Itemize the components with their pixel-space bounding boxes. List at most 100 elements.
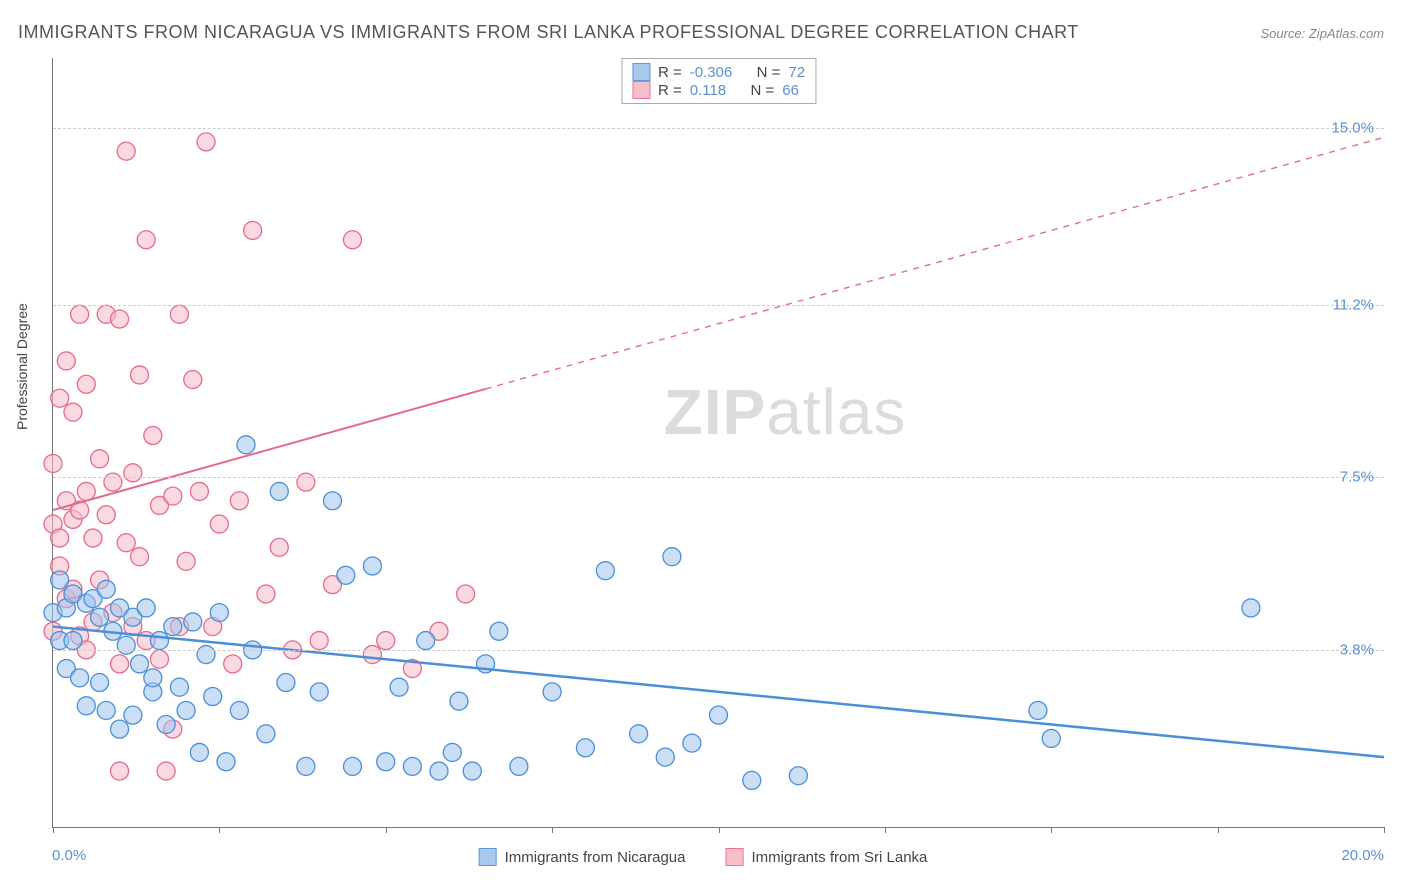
scatter-point-nicaragua — [277, 674, 295, 692]
source-attribution: Source: ZipAtlas.com — [1260, 26, 1384, 41]
x-axis-minor-tick — [219, 827, 220, 833]
scatter-point-nicaragua — [337, 566, 355, 584]
scatter-point-srilanka — [137, 231, 155, 249]
trend-line-dashed-srilanka — [486, 137, 1384, 389]
scatter-point-nicaragua — [310, 683, 328, 701]
scatter-point-srilanka — [111, 762, 129, 780]
scatter-point-srilanka — [190, 482, 208, 500]
scatter-point-nicaragua — [1042, 729, 1060, 747]
scatter-point-srilanka — [177, 552, 195, 570]
scatter-point-nicaragua — [270, 482, 288, 500]
scatter-point-srilanka — [144, 427, 162, 445]
scatter-point-srilanka — [97, 506, 115, 524]
scatter-point-srilanka — [64, 403, 82, 421]
scatter-point-nicaragua — [150, 632, 168, 650]
scatter-point-nicaragua — [463, 762, 481, 780]
scatter-point-nicaragua — [343, 757, 361, 775]
trend-line-nicaragua — [53, 627, 1384, 757]
scatter-point-srilanka — [224, 655, 242, 673]
y-axis-label: Professional Degree — [14, 303, 30, 430]
scatter-point-nicaragua — [510, 757, 528, 775]
chart-title: IMMIGRANTS FROM NICARAGUA VS IMMIGRANTS … — [18, 22, 1079, 43]
scatter-point-nicaragua — [324, 492, 342, 510]
scatter-point-srilanka — [51, 529, 69, 547]
scatter-point-nicaragua — [683, 734, 701, 752]
scatter-point-nicaragua — [204, 688, 222, 706]
x-axis-minor-tick — [719, 827, 720, 833]
scatter-point-srilanka — [297, 473, 315, 491]
scatter-point-nicaragua — [64, 632, 82, 650]
scatter-point-srilanka — [184, 371, 202, 389]
scatter-point-srilanka — [91, 450, 109, 468]
x-axis-minor-tick — [1384, 827, 1385, 833]
scatter-point-nicaragua — [131, 655, 149, 673]
scatter-point-srilanka — [170, 305, 188, 323]
scatter-point-nicaragua — [124, 706, 142, 724]
scatter-point-nicaragua — [170, 678, 188, 696]
scatter-point-nicaragua — [164, 618, 182, 636]
x-axis-minor-tick — [1051, 827, 1052, 833]
scatter-point-nicaragua — [576, 739, 594, 757]
scatter-point-nicaragua — [596, 562, 614, 580]
scatter-point-nicaragua — [403, 757, 421, 775]
legend-label-srilanka: Immigrants from Sri Lanka — [752, 849, 928, 866]
scatter-point-nicaragua — [297, 757, 315, 775]
scatter-point-srilanka — [84, 529, 102, 547]
scatter-point-srilanka — [230, 492, 248, 510]
scatter-point-nicaragua — [91, 674, 109, 692]
legend-label-nicaragua: Immigrants from Nicaragua — [505, 849, 686, 866]
scatter-point-nicaragua — [656, 748, 674, 766]
series-legend: Immigrants from Nicaragua Immigrants fro… — [479, 848, 928, 866]
gridline — [53, 128, 1384, 129]
scatter-point-nicaragua — [710, 706, 728, 724]
scatter-point-srilanka — [270, 538, 288, 556]
chart-svg — [53, 58, 1384, 827]
scatter-point-srilanka — [51, 389, 69, 407]
x-axis-minor-tick — [386, 827, 387, 833]
scatter-point-nicaragua — [71, 669, 89, 687]
scatter-point-srilanka — [210, 515, 228, 533]
scatter-point-nicaragua — [237, 436, 255, 454]
gridline — [53, 650, 1384, 651]
scatter-point-srilanka — [131, 366, 149, 384]
legend-item-nicaragua: Immigrants from Nicaragua — [479, 848, 686, 866]
scatter-point-nicaragua — [157, 715, 175, 733]
x-axis-minor-tick — [53, 827, 54, 833]
scatter-point-srilanka — [131, 548, 149, 566]
scatter-point-nicaragua — [77, 697, 95, 715]
scatter-point-srilanka — [244, 221, 262, 239]
scatter-point-nicaragua — [377, 753, 395, 771]
scatter-point-nicaragua — [543, 683, 561, 701]
scatter-point-nicaragua — [184, 613, 202, 631]
swatch-nicaragua — [479, 848, 497, 866]
scatter-point-srilanka — [457, 585, 475, 603]
scatter-point-nicaragua — [257, 725, 275, 743]
x-axis-minor-tick — [552, 827, 553, 833]
scatter-point-srilanka — [117, 534, 135, 552]
scatter-point-nicaragua — [789, 767, 807, 785]
scatter-point-nicaragua — [97, 580, 115, 598]
scatter-point-nicaragua — [230, 701, 248, 719]
scatter-point-nicaragua — [1029, 701, 1047, 719]
x-axis-minor-tick — [1218, 827, 1219, 833]
gridline — [53, 477, 1384, 478]
y-axis-tick: 15.0% — [1331, 119, 1374, 136]
scatter-point-srilanka — [104, 473, 122, 491]
x-axis-minor-tick — [885, 827, 886, 833]
trend-line-srilanka — [53, 389, 486, 510]
scatter-point-nicaragua — [210, 604, 228, 622]
scatter-point-nicaragua — [430, 762, 448, 780]
scatter-point-srilanka — [124, 464, 142, 482]
y-axis-tick: 11.2% — [1333, 297, 1374, 314]
scatter-point-nicaragua — [363, 557, 381, 575]
scatter-point-nicaragua — [630, 725, 648, 743]
scatter-point-srilanka — [77, 482, 95, 500]
scatter-point-nicaragua — [177, 701, 195, 719]
scatter-point-srilanka — [111, 655, 129, 673]
scatter-point-nicaragua — [91, 608, 109, 626]
scatter-point-nicaragua — [190, 743, 208, 761]
scatter-point-srilanka — [111, 310, 129, 328]
y-axis-tick: 3.8% — [1340, 641, 1374, 658]
scatter-point-srilanka — [157, 762, 175, 780]
scatter-point-nicaragua — [117, 636, 135, 654]
